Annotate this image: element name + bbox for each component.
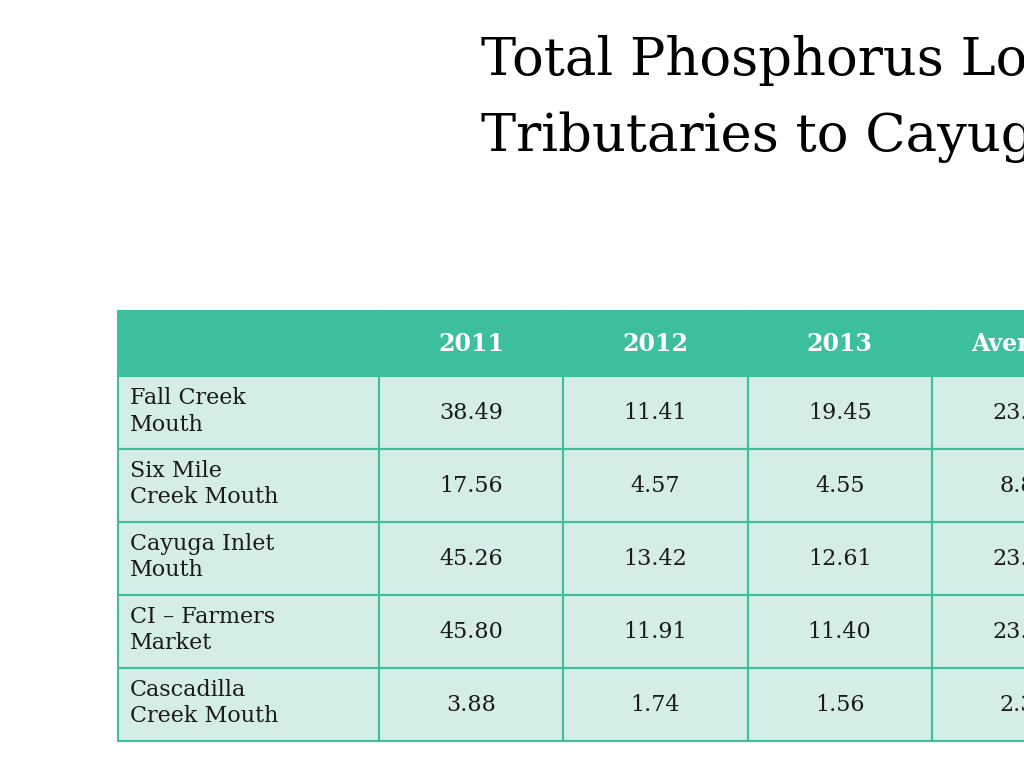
- Text: 23.76: 23.76: [992, 548, 1024, 570]
- Text: Cayuga Inlet
Mouth: Cayuga Inlet Mouth: [130, 533, 274, 581]
- Bar: [118, 595, 379, 668]
- Bar: [563, 449, 748, 522]
- Text: 38.49: 38.49: [439, 402, 503, 424]
- Text: 17.56: 17.56: [439, 475, 503, 497]
- Bar: [748, 595, 932, 668]
- Text: 12.61: 12.61: [808, 548, 871, 570]
- Bar: [118, 376, 379, 449]
- Text: 45.26: 45.26: [439, 548, 503, 570]
- Bar: [932, 449, 1024, 522]
- Bar: [748, 449, 932, 522]
- Text: 2011: 2011: [438, 332, 504, 356]
- Bar: [932, 311, 1024, 376]
- Text: Fall Creek
Mouth: Fall Creek Mouth: [130, 387, 246, 435]
- Bar: [118, 311, 379, 376]
- Bar: [118, 522, 379, 595]
- Bar: [563, 376, 748, 449]
- Text: CI – Farmers
Market: CI – Farmers Market: [130, 606, 275, 654]
- Bar: [118, 668, 379, 741]
- Bar: [563, 311, 748, 376]
- Text: 1.56: 1.56: [815, 694, 864, 716]
- Bar: [563, 522, 748, 595]
- Text: 3.88: 3.88: [446, 694, 496, 716]
- Text: 11.91: 11.91: [624, 621, 687, 643]
- Text: 11.41: 11.41: [624, 402, 687, 424]
- Text: 4.57: 4.57: [631, 475, 680, 497]
- Bar: [748, 668, 932, 741]
- Text: 23.04: 23.04: [992, 621, 1024, 643]
- Bar: [932, 595, 1024, 668]
- Text: 1.74: 1.74: [631, 694, 680, 716]
- Text: 19.45: 19.45: [808, 402, 871, 424]
- Bar: [563, 595, 748, 668]
- Bar: [118, 449, 379, 522]
- Text: 8.89: 8.89: [999, 475, 1024, 497]
- Bar: [379, 311, 563, 376]
- Bar: [379, 376, 563, 449]
- Bar: [379, 595, 563, 668]
- Text: 11.40: 11.40: [808, 621, 871, 643]
- Bar: [379, 522, 563, 595]
- Text: Average: Average: [972, 332, 1024, 356]
- Text: Total Phosphorus Loading from Major: Total Phosphorus Loading from Major: [481, 35, 1024, 87]
- Text: 4.55: 4.55: [815, 475, 864, 497]
- Bar: [379, 668, 563, 741]
- Text: 2.39: 2.39: [999, 694, 1024, 716]
- Text: Six Mile
Creek Mouth: Six Mile Creek Mouth: [130, 460, 279, 508]
- Bar: [748, 522, 932, 595]
- Bar: [379, 449, 563, 522]
- Text: 23.11: 23.11: [992, 402, 1024, 424]
- Text: 13.42: 13.42: [624, 548, 687, 570]
- Bar: [748, 311, 932, 376]
- Text: 2012: 2012: [623, 332, 688, 356]
- Bar: [748, 376, 932, 449]
- Text: 2013: 2013: [807, 332, 872, 356]
- Text: 45.80: 45.80: [439, 621, 503, 643]
- Bar: [932, 668, 1024, 741]
- Text: Tributaries to Cayuga Lake (tons/year): Tributaries to Cayuga Lake (tons/year): [481, 111, 1024, 164]
- Bar: [563, 668, 748, 741]
- Text: Cascadilla
Creek Mouth: Cascadilla Creek Mouth: [130, 679, 279, 727]
- Bar: [932, 376, 1024, 449]
- Bar: [932, 522, 1024, 595]
